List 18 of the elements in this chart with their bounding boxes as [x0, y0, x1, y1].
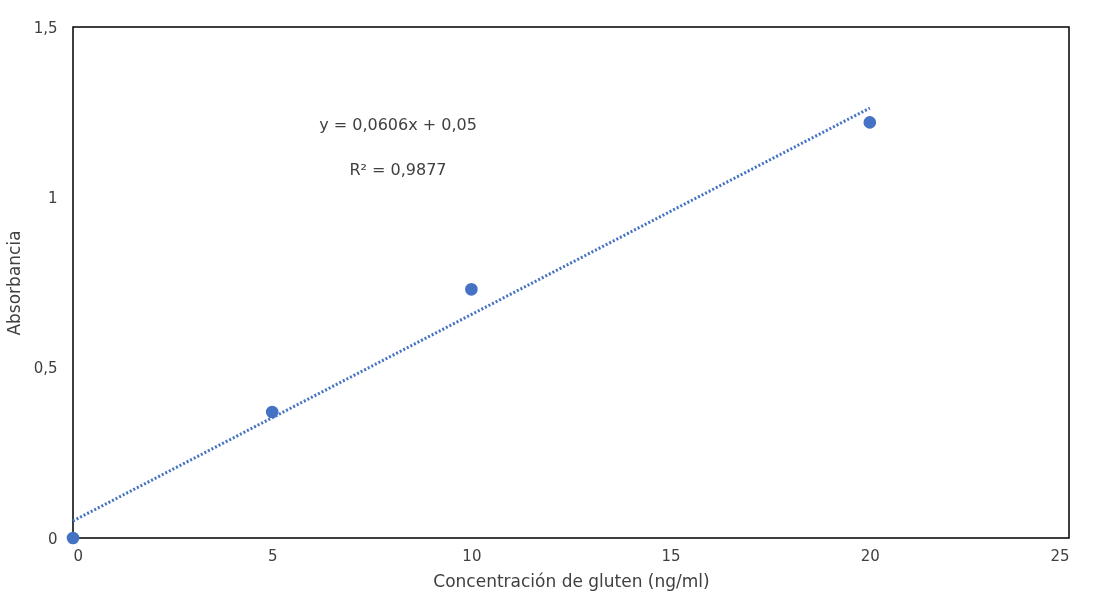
point	[265, 405, 279, 419]
x-tick-label: 15	[661, 546, 681, 565]
x-tick-label: 0	[73, 546, 84, 565]
annotation: y = 0,0606x + 0,05	[319, 115, 477, 134]
y-tick-label: 0	[47, 529, 58, 548]
y-tick-label: 1	[47, 188, 58, 207]
x-tick-label: 20	[860, 546, 880, 565]
y-tick-label: 1,5	[33, 18, 58, 37]
point	[66, 531, 80, 545]
x-tick-label: 5	[267, 546, 278, 565]
x-tick-label: 25	[1050, 546, 1070, 565]
x-axis-title: Concentración de gluten (ng/ml)	[433, 570, 710, 591]
y-tick-label: 0,5	[33, 359, 58, 378]
y-axis-title: Absorbancia	[3, 230, 24, 336]
annotation: R² = 0,9877	[349, 160, 447, 179]
point	[465, 283, 478, 296]
point	[863, 116, 877, 129]
x-tick-label: 10	[462, 546, 482, 565]
